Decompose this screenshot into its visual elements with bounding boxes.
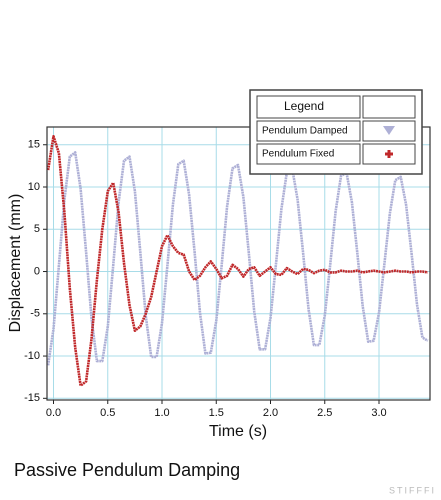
x-axis-label: Time (s) bbox=[209, 423, 267, 440]
legend-symbol bbox=[383, 126, 395, 135]
x-tick-label: 1.0 bbox=[154, 407, 169, 419]
legend-cell bbox=[256, 95, 361, 119]
x-tick-label: 2.5 bbox=[317, 407, 332, 419]
y-tick-label: 5 bbox=[34, 223, 40, 235]
legend-cell bbox=[362, 95, 416, 119]
y-tick-label: -10 bbox=[24, 350, 40, 362]
legend: Legend Pendulum Damped Pendulum Fixed bbox=[249, 89, 423, 175]
x-tick-label: 3.0 bbox=[371, 407, 386, 419]
legend-cell bbox=[256, 120, 361, 142]
legend-label: Pendulum Damped bbox=[262, 126, 348, 137]
legend-symbol bbox=[385, 150, 393, 158]
legend-title: Legend bbox=[284, 99, 324, 113]
watermark: STIFFFI bbox=[389, 485, 436, 495]
legend-cell bbox=[256, 143, 361, 165]
series-line bbox=[46, 151, 429, 366]
y-axis-label: Displacement (mm) bbox=[7, 194, 24, 333]
y-tick-label: 15 bbox=[28, 139, 40, 151]
y-tick-label: 10 bbox=[28, 181, 40, 193]
x-tick-label: 2.0 bbox=[263, 407, 278, 419]
x-tick-label: 1.5 bbox=[209, 407, 224, 419]
plot-frame bbox=[46, 126, 431, 401]
x-tick-label: 0.5 bbox=[100, 407, 115, 419]
x-tick-label: 0.0 bbox=[46, 407, 61, 419]
y-tick-label: -5 bbox=[30, 308, 40, 320]
series-line bbox=[46, 135, 429, 387]
y-tick-label: 0 bbox=[34, 265, 40, 277]
chart-title: Passive Pendulum Damping bbox=[14, 460, 240, 480]
legend-label: Pendulum Fixed bbox=[262, 149, 334, 160]
y-tick-label: -15 bbox=[24, 392, 40, 404]
